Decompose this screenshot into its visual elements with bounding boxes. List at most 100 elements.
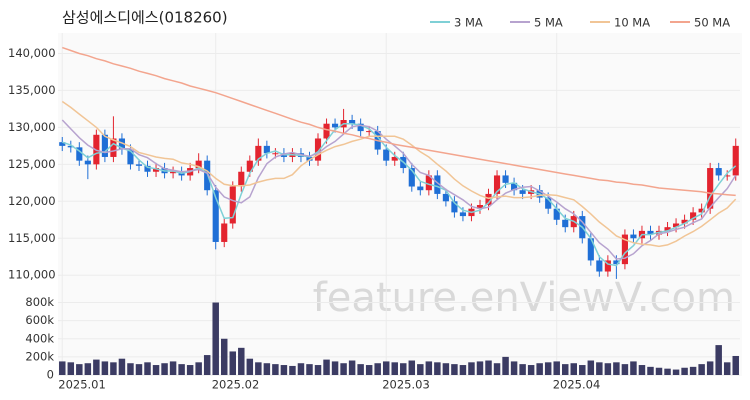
candle-body [613,260,620,265]
candle-body [647,230,654,235]
candle-body [408,168,415,187]
candle-body [434,175,441,194]
volume-bar [246,358,254,375]
volume-bar [220,338,228,375]
volume-bar [203,355,211,375]
candle-body [672,223,680,228]
x-tick-label: 2025.02 [212,378,260,392]
volume-bar [723,362,731,375]
candle-body [357,123,364,132]
candle-body [459,212,467,217]
volume-bar [365,365,373,375]
candle-body [331,123,339,128]
candle-body [502,175,509,183]
volume-bar [451,364,458,375]
volume-bar [698,364,705,375]
candle-body [425,175,432,191]
plot-background [58,33,742,376]
volume-bar [67,362,75,375]
volume-bar [331,361,339,375]
y-tick-label: 115,000 [8,231,56,245]
y-tick-label: 125,000 [8,157,56,171]
volume-bar [553,361,560,375]
volume-bar [110,362,117,375]
candle-body [144,165,151,172]
volume-bar [169,361,177,375]
volume-bar [630,361,637,375]
candle-body [545,197,552,209]
x-tick-label: 2025.01 [58,378,106,392]
candle-body [152,168,160,172]
volume-bar [127,363,134,375]
volume-bar [101,361,109,375]
volume-bar [621,364,629,375]
candle-body [707,168,714,209]
volume-bar [348,360,356,375]
candle-body [715,168,722,176]
candle-body [417,186,424,191]
candle-body [349,120,356,124]
volume-bar [408,360,416,375]
candle-body [553,208,560,220]
y-tick-label: 600k [25,313,54,327]
legend-label: 3 MA [454,16,483,30]
volume-bar [135,364,143,375]
volume-bar [417,364,424,375]
volume-bar [519,364,526,375]
volume-bar [289,365,296,375]
y-tick-label: 120,000 [8,194,56,208]
volume-bar [638,365,646,375]
volume-bar [238,347,245,375]
candle-body [238,171,245,187]
volume-bar [655,367,663,375]
candle-body [383,149,390,161]
legend-label: 5 MA [534,16,563,30]
volume-bar [306,364,313,375]
ma-line [62,46,736,197]
candle-body [698,208,705,213]
candle-body [621,234,628,265]
volume-bar [570,363,578,375]
volume-bar [84,363,92,375]
candle-body [366,131,373,133]
volume-bar [689,366,697,375]
volume-bar [544,362,552,375]
volume-bar [76,364,83,375]
y-tick-label: 400k [25,331,54,345]
volume-bar [442,363,450,375]
volume-bar [93,359,100,375]
volume-bar [186,365,194,375]
volume-bar [382,361,390,375]
volume-bar [161,363,168,375]
volume-bar [357,364,364,375]
volume-bar [144,362,151,375]
volume-bar [579,365,586,375]
volume-bar [195,362,202,375]
volume-bar [468,362,475,375]
candle-body [255,145,262,161]
chart-title: 삼성에스디에스(018260) [62,9,228,27]
volume-bar [118,358,126,375]
candle-body [118,138,126,150]
candle-body [587,238,594,261]
candle-body [170,171,177,174]
candle-body [195,160,202,169]
watermark: feature.enViewV.com [313,275,735,321]
volume-bar [323,359,330,375]
candle-body [451,201,458,213]
ma-line [62,122,737,267]
candle-body [314,138,322,161]
volume-bar [536,363,543,375]
y-tick-label: 0 [47,368,54,382]
volume-bar [596,362,603,375]
volume-bar [229,351,237,375]
volume-bar [510,361,518,375]
volume-bar [664,368,671,375]
candle-body [476,205,484,209]
volume-bar [212,302,219,375]
volume-bar [561,364,569,375]
candle-body [127,149,134,165]
volume-bar [493,363,501,375]
candle-body [272,153,279,155]
